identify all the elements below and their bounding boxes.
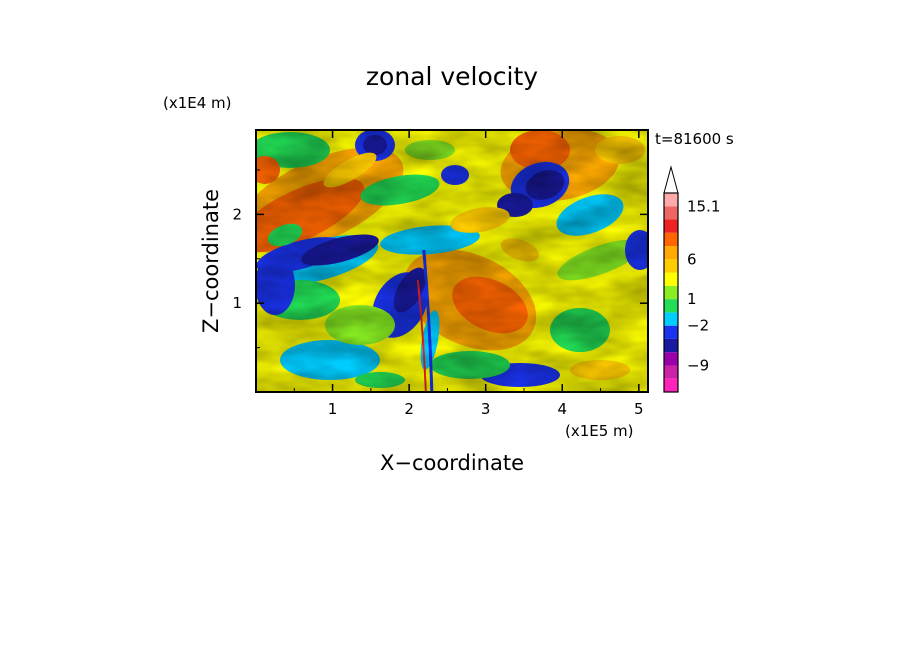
x-unit-label: (x1E5 m) [565,422,634,440]
colorbar-segment [664,219,678,233]
colorbar-segment [664,285,678,300]
colorbar-segment [664,246,678,260]
colorbar-frame [663,192,679,393]
colorbar-segment [664,193,678,207]
x-tick-label: 2 [404,400,414,418]
colorbar-segment [664,352,678,366]
colorbar-segment [664,206,678,220]
x-axis-ticks: 1 2 3 4 5 [293,130,644,418]
y-tick-label: 2 [232,205,242,223]
colorbar-labels: 15.1 6 1 −2 −9 [687,197,720,374]
colorbar-segment [664,232,678,247]
field-texture [256,130,648,392]
chart-title: zonal velocity [366,62,538,91]
x-tick-label: 5 [634,400,644,418]
colorbar [663,165,679,393]
colorbar-segment [664,299,678,313]
colorbar-tick-label: −2 [687,317,709,335]
x-tick-label: 4 [557,400,567,418]
y-axis-ticks: 12 [232,169,648,349]
colorbar-tick-label: 6 [687,250,697,268]
plot-frame [255,129,649,393]
colorbar-segment [664,312,678,326]
x-axis-label: X−coordinate [380,451,524,475]
y-axis-label: Z−coordinate [199,189,223,333]
colorbar-extension-triangle [663,165,679,194]
colorbar-segment [664,325,678,339]
colorbar-segment [664,272,678,286]
colorbar-segment [664,365,678,379]
colorbar-segment [664,378,678,392]
heatmap-field [256,130,648,392]
y-unit-label: (x1E4 m) [163,94,232,112]
x-tick-label: 1 [328,400,338,418]
colorbar-tick-label: 1 [687,290,697,308]
colorbar-segment [664,259,678,273]
colorbar-segment [664,338,678,353]
colorbar-tick-label: −9 [687,356,709,374]
colorbar-tick-label: 15.1 [687,197,720,215]
x-tick-label: 3 [481,400,491,418]
time-label: t=81600 s [655,130,734,148]
plot-area [256,130,648,392]
y-tick-label: 1 [232,294,242,312]
